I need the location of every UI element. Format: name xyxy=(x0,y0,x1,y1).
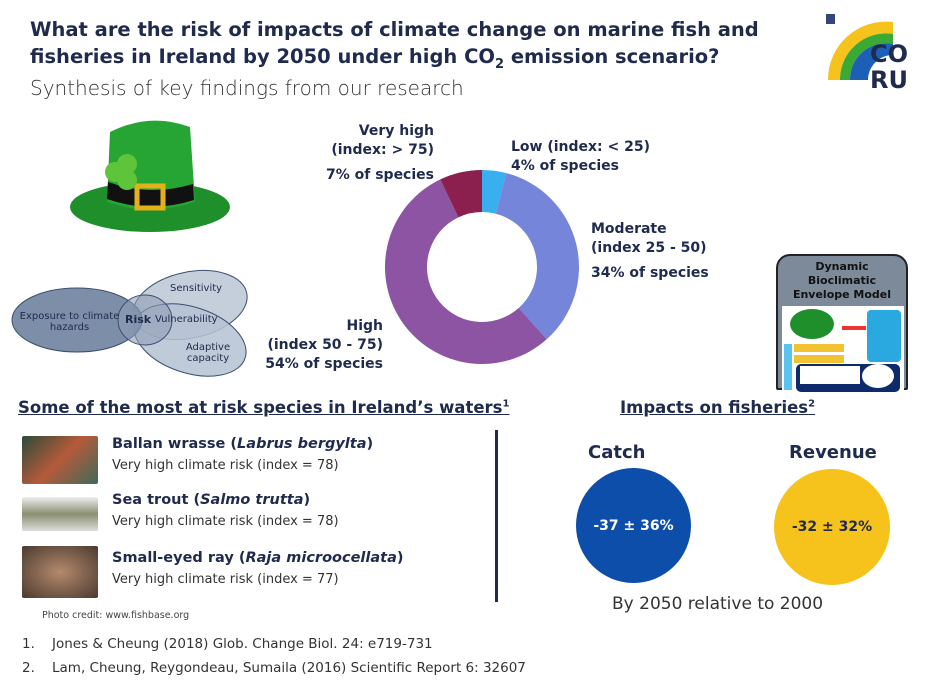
svg-text:CO: CO xyxy=(870,40,908,68)
reference-1: 1. Jones & Cheung (2018) Glob. Change Bio… xyxy=(22,636,433,652)
venn-risk-label: Risk xyxy=(125,313,152,326)
model-title: Dynamic Bioclimatic Envelope Model xyxy=(792,260,892,301)
species-item: Small-eyed ray (Raja microocellata) Very… xyxy=(112,550,404,587)
photo-credit: Photo credit: www.fishbase.org xyxy=(42,610,190,621)
fisheries-heading: Impacts on fisheries2 xyxy=(620,398,816,417)
revenue-circle: -32 ± 32% xyxy=(774,469,890,585)
coru-logo: CO RU xyxy=(818,10,933,95)
venn-exposure-label: Exposure to climate hazards xyxy=(19,311,120,333)
catch-label: Catch xyxy=(588,442,646,463)
donut-slice-0 xyxy=(482,170,507,214)
donut-slice-3 xyxy=(440,170,482,218)
donut-slice-2 xyxy=(384,179,547,364)
catch-circle: -37 ± 36% xyxy=(576,468,691,583)
venn-vulnerability-label: Vulnerability xyxy=(155,314,218,325)
label-low: Low (index: < 25) 4% of species xyxy=(511,139,651,174)
label-very-high: Very high (index: > 75) 7% of species xyxy=(325,123,434,183)
page-title: What are the risk of impacts of climate … xyxy=(30,18,759,72)
label-moderate: Moderate (index 25 - 50) 34% of species xyxy=(591,221,709,281)
bioclimatic-model-figure: Dynamic Bioclimatic Envelope Model xyxy=(776,254,908,394)
sea-trout-photo xyxy=(22,497,98,531)
subtitle: Synthesis of key findings from our resea… xyxy=(30,76,464,100)
revenue-label: Revenue xyxy=(789,442,877,463)
venn-adaptive-label: Adaptive capacity xyxy=(185,342,231,364)
leprechaun-hat-image xyxy=(55,112,235,241)
species-item: Ballan wrasse (Labrus bergylta) Very hig… xyxy=(112,436,374,473)
label-high: High (index 50 - 75) 54% of species xyxy=(265,318,383,372)
species-heading: Some of the most at risk species in Irel… xyxy=(18,398,510,417)
small-eyed-ray-photo xyxy=(22,546,98,598)
svg-text:RU: RU xyxy=(870,66,908,94)
ballan-wrasse-photo xyxy=(22,436,98,484)
venn-sensitivity-label: Sensitivity xyxy=(170,283,223,294)
species-item: Sea trout (Salmo trutta) Very high clima… xyxy=(112,492,339,529)
donut-slice-1 xyxy=(495,173,579,340)
section-divider xyxy=(495,430,498,602)
risk-donut-chart xyxy=(384,170,579,364)
fisheries-note: By 2050 relative to 2000 xyxy=(612,594,824,614)
reference-2: 2. Lam, Cheung, Reygondeau, Sumaila (2016… xyxy=(22,660,526,676)
risk-venn-diagram: Exposure to climate hazards Risk Sensiti… xyxy=(5,265,255,380)
